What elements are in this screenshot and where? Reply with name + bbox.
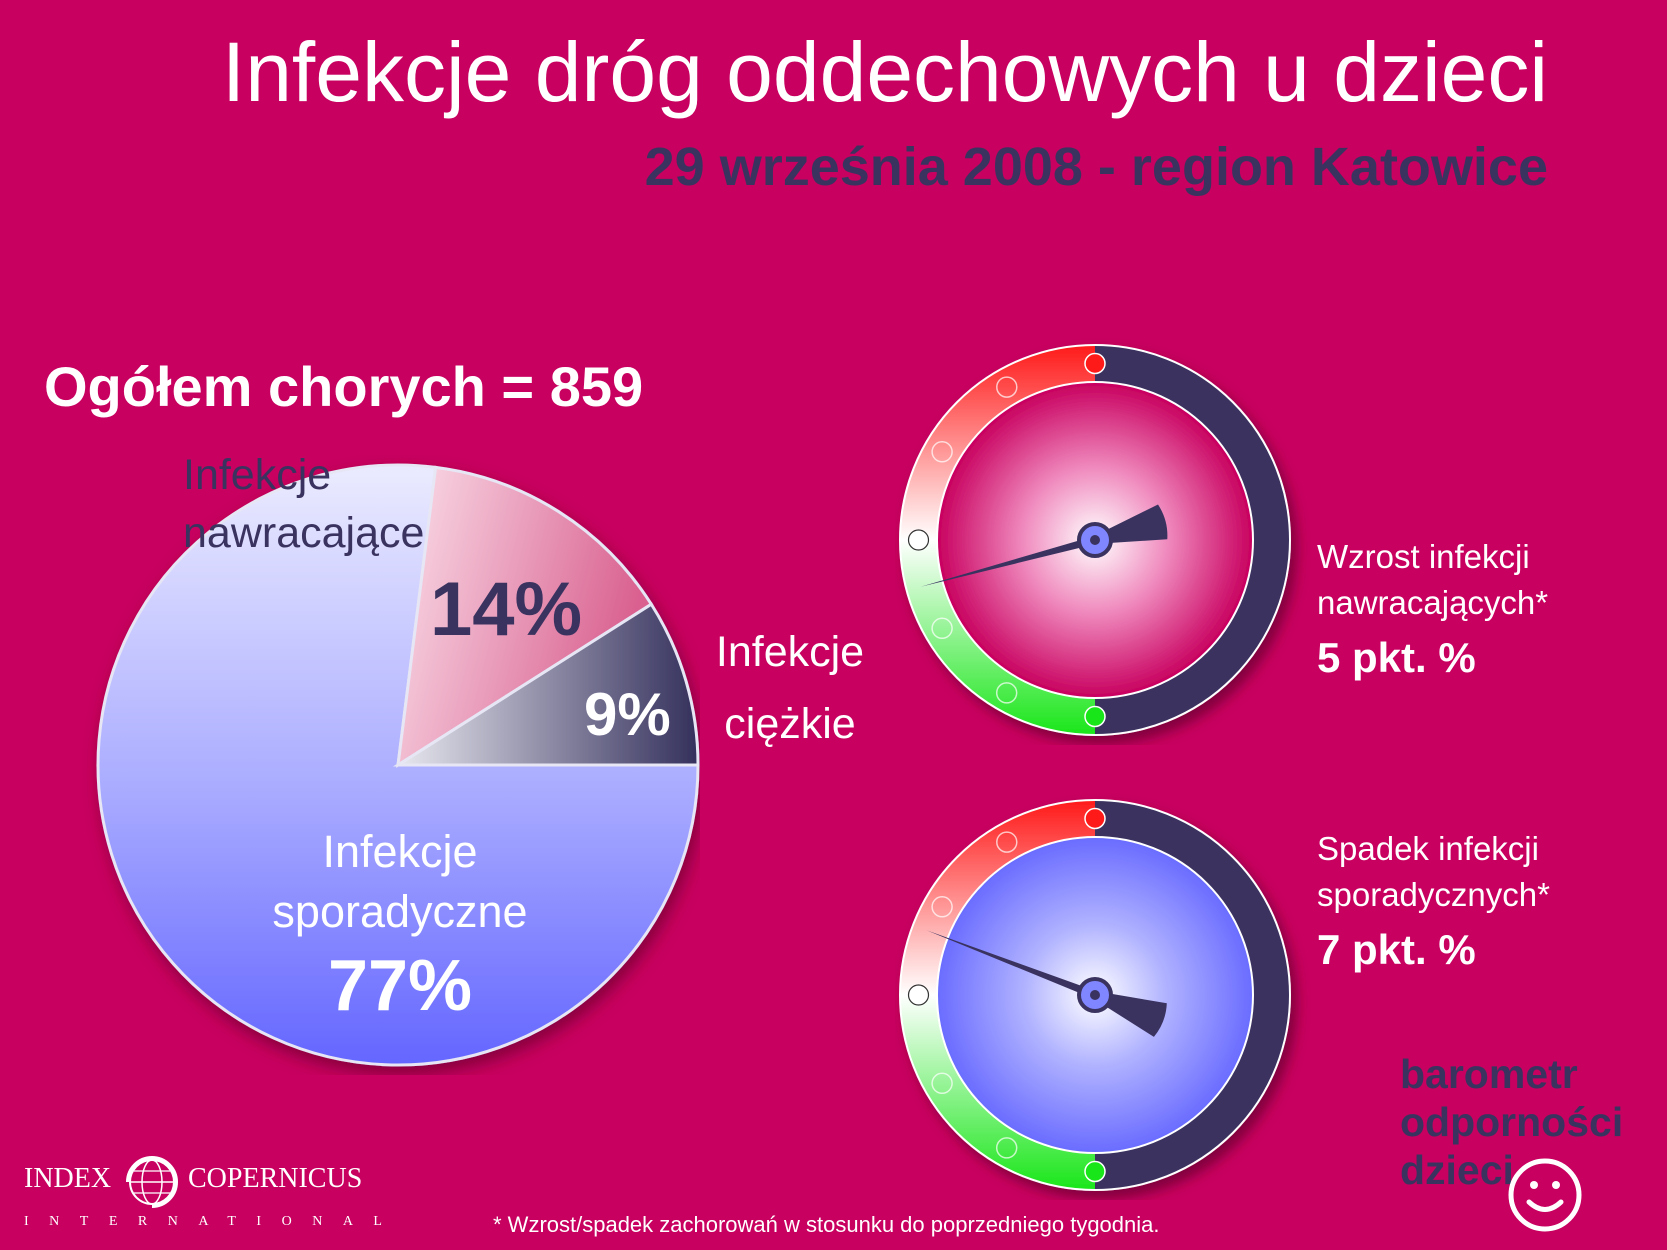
slice-value-sporadyczne: 77% (327, 946, 473, 1026)
brand-line3: dzieci (1400, 1147, 1514, 1193)
page-subtitle: 29 września 2008 - region Katowice (644, 137, 1548, 197)
gauge-ring-left (900, 345, 1095, 735)
footnote: * Wzrost/spadek zachorowań w stosunku do… (493, 1212, 1160, 1237)
slice-value-nawracajace: 14% (430, 567, 583, 652)
pie-slice-ciezkie (392, 602, 700, 767)
slice-label-nawracajace: Infekcje nawracające (183, 446, 424, 562)
gauge-sporadyczne (899, 799, 1291, 1191)
brand-line1: barometr (1400, 1051, 1578, 1097)
gauge-tick-dot (907, 984, 930, 1006)
gauge-tick-dot (1084, 807, 1106, 830)
logo-word-copernicus: COPERNICUS (188, 1163, 363, 1194)
slice-label-line1: Infekcje (715, 628, 865, 676)
gauge-tick-dot (931, 441, 953, 463)
pie-slice-nawracajace (396, 465, 654, 768)
gauge-label-sporadyczne: Spadek infekcji sporadycznych* (1317, 826, 1550, 918)
gauge-tick-dot (931, 896, 953, 918)
gauge-needle (920, 504, 1168, 587)
page-title: Infekcje dróg oddechowych u dzieci (221, 25, 1548, 119)
slice-label-sporadyczne: Infekcje sporadyczne (200, 822, 600, 942)
gauge-nawracajace (899, 344, 1291, 736)
gauge-ring-right (1095, 345, 1290, 735)
gauge-tick-dot (995, 1137, 1018, 1159)
globe-icon (126, 1156, 178, 1208)
slice-label-line2: sporadyczne (272, 886, 528, 937)
gauge-tick-dot (1084, 705, 1106, 728)
gauge-rim (899, 799, 1291, 1191)
total-patients: Ogółem chorych = 859 (44, 355, 644, 418)
gauge-ring-left (900, 800, 1095, 1190)
brand-logo: barometr odporności dzieci (1400, 1050, 1623, 1194)
slice-label-ciezkie: Infekcje ciężkie (690, 616, 890, 760)
gauge-label-line2: sporadycznych* (1317, 876, 1550, 913)
gauge-rim (899, 344, 1291, 736)
gauge-needle (926, 930, 1167, 1037)
gauge-label-line1: Spadek infekcji (1317, 830, 1539, 867)
gauge-tick-dot (1084, 352, 1106, 375)
gauge-value-nawracajace: 5 pkt. % (1317, 634, 1476, 681)
gauge-tick-dot (931, 1072, 953, 1095)
slice-label-line2: nawracające (183, 509, 425, 557)
gauge-label-line2: nawracających* (1317, 584, 1549, 621)
smiley-icon (1508, 1158, 1582, 1232)
pie-chart (96, 463, 700, 1067)
gauge-tick-dot (907, 529, 930, 551)
gauge-tick-dot (931, 617, 953, 640)
slice-label-line2: ciężkie (724, 700, 856, 748)
gauge-tick-dot (995, 682, 1018, 704)
gauge-label-nawracajace: Wzrost infekcji nawracających* (1317, 534, 1548, 626)
gauge-label-line1: Wzrost infekcji (1317, 538, 1530, 575)
gauge-tick-dot (996, 376, 1018, 398)
logo-word-index: INDEX (24, 1163, 112, 1194)
brand-line2: odporności (1400, 1099, 1624, 1145)
gauge-ring-right (1095, 800, 1290, 1190)
slice-value-ciezkie: 9% (584, 681, 671, 748)
gauge-tick-dot (1084, 1160, 1106, 1183)
logo-word-international: INTERNATIONAL (24, 1214, 403, 1229)
slice-label-line1: Infekcje (322, 826, 478, 877)
gauge-value-sporadyczne: 7 pkt. % (1317, 926, 1476, 973)
slice-label-line1: Infekcje (183, 451, 332, 499)
gauge-tick-dot (996, 831, 1018, 853)
